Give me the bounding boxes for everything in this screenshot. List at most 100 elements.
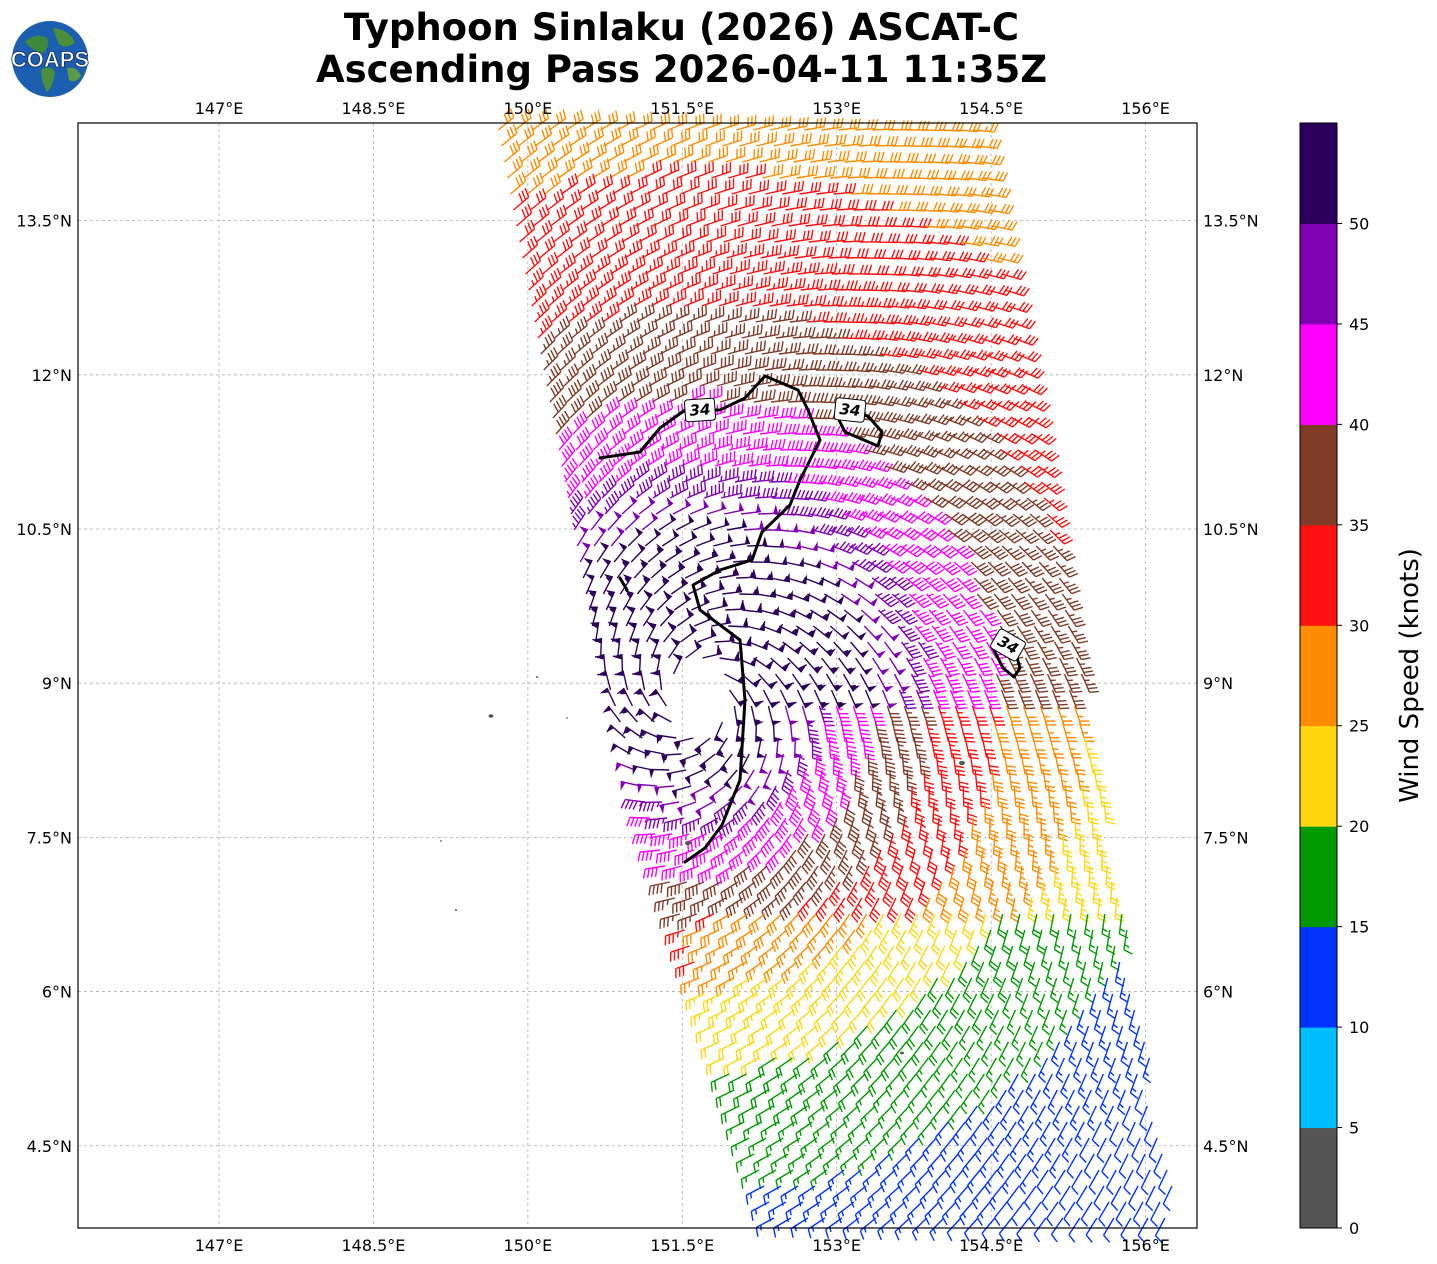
lon-tick-label-top: 147°E (195, 99, 244, 118)
wind-barb-flag (673, 653, 683, 661)
wind-barb-flag (585, 573, 595, 581)
wind-barb (534, 299, 550, 323)
wind-barb (1032, 529, 1057, 545)
wind-barb (949, 689, 968, 710)
wind-barb (832, 1185, 850, 1208)
wind-barb (857, 313, 882, 324)
wind-barb (748, 179, 770, 195)
wind-barb (911, 331, 937, 343)
wind-barb (865, 542, 892, 556)
wind-barb (812, 344, 837, 355)
wind-barb (530, 188, 547, 211)
wind-barb (928, 609, 952, 626)
wind-barb (922, 576, 947, 592)
wind-barb (940, 398, 967, 410)
wind-barb (1044, 1137, 1056, 1163)
wind-barb (1154, 1217, 1166, 1244)
wind-barb (888, 576, 914, 591)
wind-barb (807, 1217, 826, 1239)
wind-barb (794, 529, 815, 535)
wind-barb (596, 544, 609, 563)
wind-barb-flag (683, 592, 691, 602)
wind-barb (1047, 1089, 1058, 1116)
wind-barb (872, 1201, 889, 1225)
wind-barb (646, 445, 665, 467)
wind-barb (543, 346, 559, 371)
wind-barb-flag (740, 600, 746, 610)
wind-barb (861, 993, 876, 1018)
wind-barb (705, 1057, 725, 1076)
wind-barb (510, 171, 527, 195)
wind-barb (1004, 285, 1030, 297)
wind-barb (959, 593, 983, 610)
wind-barb (757, 228, 779, 243)
wind-barb (519, 219, 536, 243)
wind-barb (857, 721, 872, 744)
wind-barb (839, 785, 852, 811)
colorbar-tick-label: 45 (1349, 315, 1369, 334)
wind-barb (842, 673, 856, 692)
wind-barb (831, 263, 855, 275)
wind-barb (727, 961, 747, 982)
wind-barb (879, 737, 893, 761)
wind-barb (874, 977, 888, 1003)
wind-barb (912, 429, 939, 442)
wind-barb-flag (597, 526, 606, 534)
wind-barb (930, 250, 956, 262)
wind-barb (879, 249, 904, 260)
wind-barb (719, 387, 741, 403)
wind-barb (825, 801, 838, 828)
wind-barb (886, 897, 899, 924)
wind-barb (621, 222, 640, 243)
wind-barb (655, 223, 675, 243)
wind-barb (853, 199, 877, 211)
wind-barb (1011, 416, 1037, 429)
wind-barb (775, 1057, 793, 1079)
wind-barb (820, 295, 844, 307)
wind-barb (862, 1169, 879, 1193)
wind-barb (764, 357, 787, 371)
wind-barb (537, 140, 556, 163)
wind-barb (712, 913, 732, 934)
wind-barb-flag (814, 665, 824, 674)
wind-barb (827, 1057, 844, 1081)
wind-barb (918, 185, 943, 196)
wind-barb (950, 545, 976, 560)
wind-barb (626, 429, 644, 451)
wind-barb (720, 1105, 740, 1125)
wind-barb (792, 609, 812, 620)
wind-barb (890, 493, 917, 507)
wind-barb (1061, 593, 1084, 611)
wind-barb (731, 452, 754, 467)
wind-barb (981, 252, 1007, 264)
wind-barb (823, 1041, 839, 1065)
wind-barb (957, 961, 968, 988)
wind-barb (659, 606, 675, 627)
wind-barb (631, 366, 650, 387)
wind-barb (989, 481, 1015, 494)
wind-barb (836, 769, 848, 795)
wind-barb (994, 416, 1020, 428)
wind-barb (758, 945, 776, 968)
wind-barb (832, 1073, 849, 1097)
wind-barb (1036, 641, 1057, 661)
wind-barb (992, 497, 1018, 511)
wind-barb (901, 1009, 915, 1035)
wind-barb (878, 929, 890, 955)
wind-barb (1023, 881, 1034, 907)
wind-barb (599, 285, 617, 307)
wind-barb (732, 801, 748, 826)
wind-barb (965, 625, 988, 643)
wind-barb (527, 172, 544, 195)
wind-barb (710, 849, 729, 870)
wind-barb-flag (847, 667, 857, 675)
wind-barb (548, 109, 567, 131)
wind-barb (1143, 1121, 1153, 1148)
wind-barb (682, 929, 703, 947)
wind-barb-flag (639, 558, 648, 567)
wind-barb (1099, 1089, 1109, 1116)
wind-barb (821, 785, 834, 812)
island (685, 840, 691, 846)
wind-barb (552, 125, 570, 147)
wind-barb (942, 316, 968, 328)
